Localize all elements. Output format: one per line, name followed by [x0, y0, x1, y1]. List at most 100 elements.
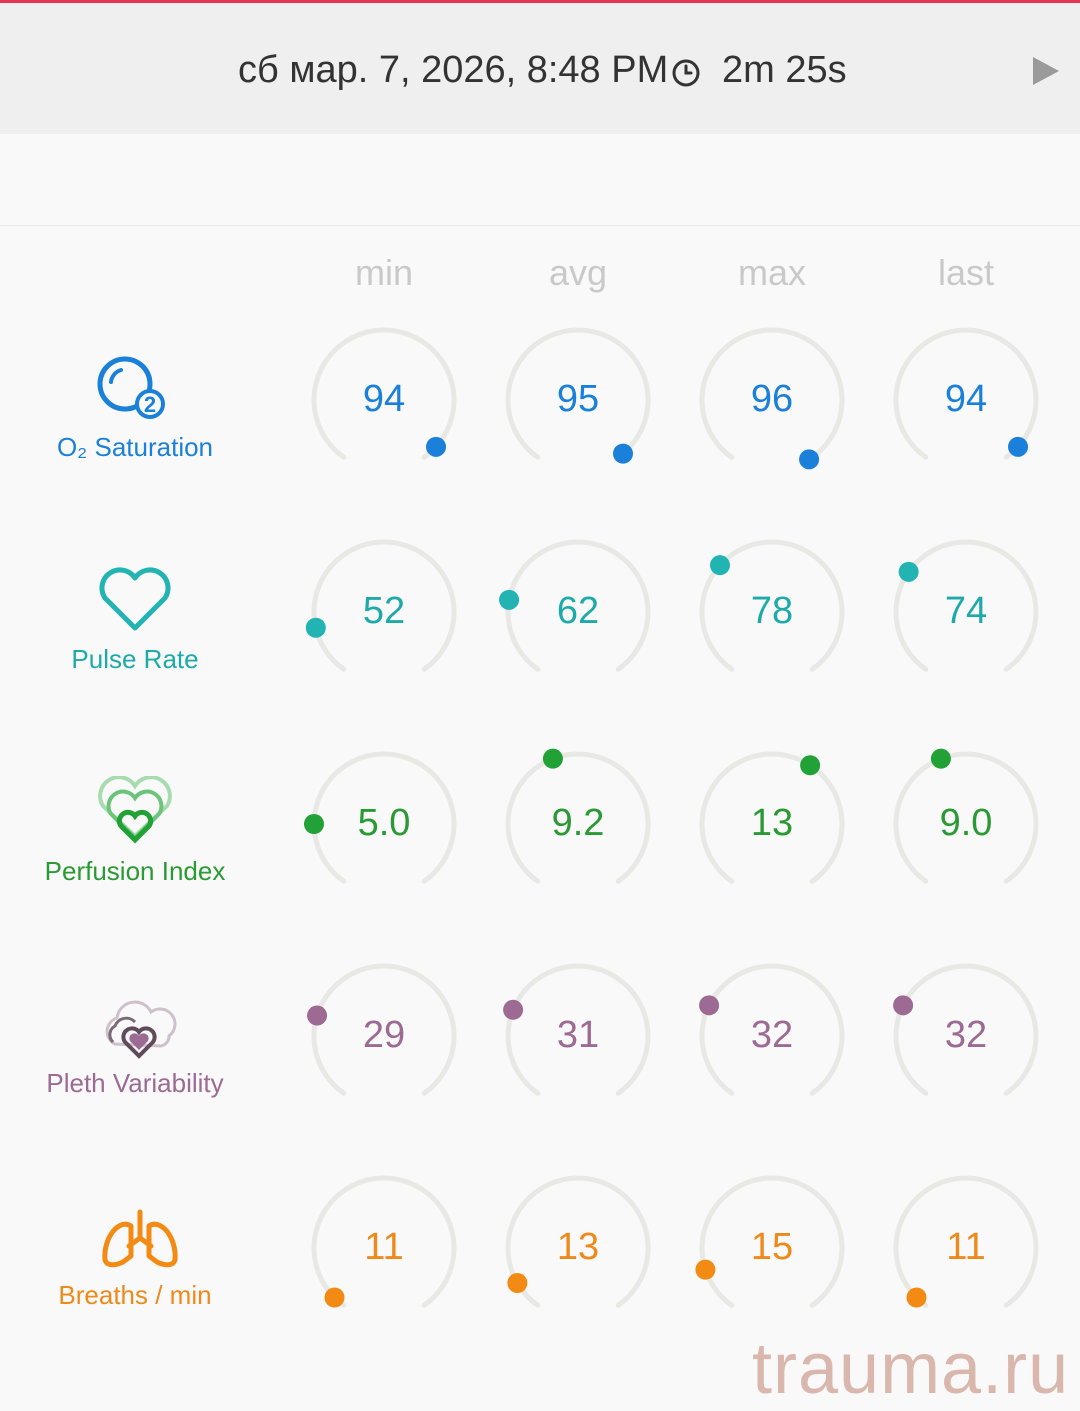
gauge-arc [893, 539, 1039, 672]
gauge-arc [699, 327, 845, 460]
gauge-arc [311, 327, 457, 460]
gauge-arc [505, 327, 651, 460]
gauge-value: 11 [364, 1226, 404, 1268]
gauge-indicator-dot [499, 589, 520, 610]
gauge-value: 96 [750, 378, 794, 420]
gauge-indicator-dot [304, 814, 324, 834]
gauge-indicator-dot [612, 443, 633, 464]
top-accent-line [0, 0, 1080, 3]
gauge-indicator-dot [893, 995, 914, 1016]
svg-text:2: 2 [144, 392, 156, 417]
gauge-indicator-dot [1008, 436, 1029, 457]
gauge-indicator-dot [709, 555, 730, 576]
gauge-pi-last: 9.0 [869, 744, 1063, 904]
gauge-value: 94 [362, 378, 406, 420]
gauge-pvi-max: 32 [675, 956, 869, 1116]
gauge-indicator-dot [426, 436, 447, 457]
gauge-indicator-dot [305, 617, 326, 638]
gauge-arc [505, 1175, 651, 1308]
gauge-arc [699, 963, 845, 1096]
gauge-arc [311, 751, 457, 884]
heart-icon [95, 566, 175, 641]
column-header-max: max [737, 252, 806, 293]
gauge-o2-avg: 95 [481, 320, 675, 480]
gauge-value: 32 [750, 1014, 794, 1056]
gauge-indicator-dot [906, 1287, 927, 1308]
gauge-arc [311, 1175, 457, 1308]
gauge-value: 5.0 [357, 802, 411, 844]
gauge-value: 29 [362, 1014, 406, 1056]
gauge-pulse-max: 78 [675, 532, 869, 692]
gauge-indicator-dot [324, 1287, 345, 1308]
metric-label-rr: Breaths / min [58, 1280, 212, 1310]
gauge-value: 74 [944, 590, 988, 632]
metric-label-pi: Perfusion Index [44, 856, 226, 886]
gauge-pi-avg: 9.2 [481, 744, 675, 904]
gauge-indicator-dot [699, 995, 720, 1016]
gauge-rr-avg: 13 [481, 1168, 675, 1328]
session-header: сб мар. 7, 2026, 8:48 PM 2m 25s [0, 3, 1080, 134]
gauge-indicator-dot [503, 999, 524, 1020]
gauge-indicator-dot [507, 1273, 528, 1293]
gauge-indicator-dot [800, 755, 821, 776]
clock-icon [672, 59, 700, 87]
gauge-pvi-min: 29 [287, 956, 481, 1116]
play-icon[interactable] [1030, 55, 1062, 87]
gauge-value: 94 [944, 378, 988, 420]
metric-label-pulse: Pulse Rate [71, 644, 199, 674]
gauge-pulse-last: 74 [869, 532, 1063, 692]
gauge-value: 11 [946, 1226, 986, 1268]
gauge-rr-max: 15 [675, 1168, 869, 1328]
column-header-last: last [937, 252, 995, 293]
gauge-rr-last: 11 [869, 1168, 1063, 1328]
gauge-indicator-dot [898, 561, 919, 582]
gauge-indicator-dot [799, 449, 820, 470]
gauge-indicator-dot [307, 1005, 328, 1026]
gauge-pi-min: 5.0 [287, 744, 481, 904]
session-datetime: сб мар. 7, 2026, 8:48 PM [238, 49, 669, 91]
gauge-rr-min: 11 [287, 1168, 481, 1328]
gauge-arc [505, 539, 651, 672]
column-header-min: min [354, 252, 413, 293]
gauge-arc [893, 751, 1039, 884]
o2-bubble-icon: 2 [95, 352, 175, 427]
gauge-arc [699, 751, 845, 884]
gauge-pulse-min: 52 [287, 532, 481, 692]
gauge-value: 9.0 [939, 802, 993, 844]
gauge-value: 78 [750, 590, 794, 632]
cloud-heart-icon [95, 992, 185, 1067]
gauge-value: 95 [556, 378, 600, 420]
column-header-avg: avg [548, 252, 608, 293]
gauge-arc [893, 327, 1039, 460]
gauge-value: 52 [362, 590, 406, 632]
gauge-value: 13 [556, 1226, 600, 1268]
gauge-indicator-dot [542, 748, 563, 769]
gauge-o2-max: 96 [675, 320, 869, 480]
gauge-arc [893, 1175, 1039, 1308]
metric-label-o2: O₂ Saturation [56, 432, 214, 462]
gauge-arc [699, 539, 845, 672]
gauge-value: 31 [556, 1014, 600, 1056]
section-divider [0, 225, 1080, 226]
gauge-value: 13 [750, 802, 794, 844]
gauge-indicator-dot [695, 1259, 716, 1280]
gauge-pi-max: 13 [675, 744, 869, 904]
gauge-o2-min: 94 [287, 320, 481, 480]
layered-hearts-icon [95, 775, 175, 851]
gauge-value: 62 [556, 590, 600, 632]
gauge-arc [505, 963, 651, 1096]
gauge-pvi-avg: 31 [481, 956, 675, 1116]
gauge-arc [893, 963, 1039, 1096]
gauge-indicator-dot [930, 748, 951, 769]
gauge-o2-last: 94 [869, 320, 1063, 480]
gauge-pulse-avg: 62 [481, 532, 675, 692]
watermark: trauma.ru [752, 1329, 1070, 1409]
gauge-arc [505, 751, 651, 884]
gauge-value: 9.2 [551, 802, 605, 844]
gauge-pvi-last: 32 [869, 956, 1063, 1116]
gauge-value: 15 [750, 1226, 794, 1268]
gauge-value: 32 [944, 1014, 988, 1056]
gauge-arc [311, 963, 457, 1096]
lungs-icon [95, 1204, 185, 1279]
metric-label-pvi: Pleth Variability [46, 1068, 224, 1098]
